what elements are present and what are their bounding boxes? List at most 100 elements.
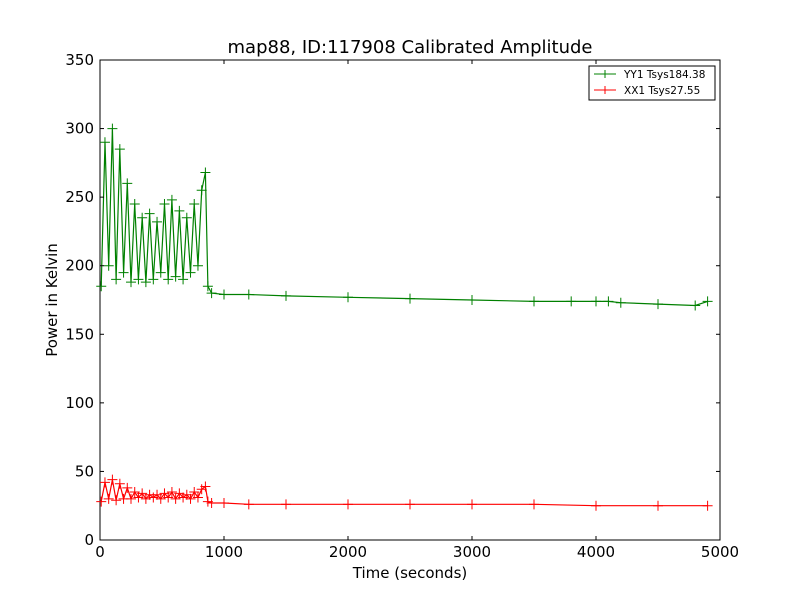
- data-point: [122, 178, 133, 189]
- data-point: [129, 199, 140, 209]
- data-point: [166, 487, 177, 497]
- data-point: [529, 499, 539, 510]
- data-point: [653, 500, 663, 511]
- data-point: [653, 299, 663, 310]
- data-point: [343, 292, 353, 303]
- data-point: [219, 497, 229, 508]
- data-point: [96, 496, 107, 507]
- ticks-layer: 0 1000 2000 3000 4000 5000 0 50 100 150 200 250 300 3…: [65, 51, 739, 561]
- x-axis-label: Time (seconds): [352, 564, 468, 582]
- series-1: [96, 474, 713, 511]
- data-point: [189, 199, 200, 209]
- data-point: [591, 296, 601, 307]
- data-point: [122, 482, 133, 493]
- legend-label: YY1 Tsys184.38: [623, 69, 705, 81]
- y-tick-label: 250: [65, 188, 94, 206]
- x-tick-label: 4000: [577, 543, 615, 561]
- data-point: [126, 277, 136, 288]
- data-point: [219, 289, 229, 300]
- data-point: [107, 123, 118, 134]
- series-layer: [96, 123, 713, 511]
- data-point: [114, 478, 125, 489]
- data-point: [200, 167, 211, 178]
- plot-frame: [99, 59, 721, 541]
- data-point: [185, 267, 196, 278]
- data-point: [111, 495, 122, 506]
- legend-box: [588, 65, 716, 101]
- series-0: [96, 123, 713, 311]
- data-point: [96, 281, 107, 292]
- data-point: [206, 497, 217, 508]
- chart-title: map88, ID:117908 Calibrated Amplitude: [228, 37, 593, 58]
- data-point: [529, 296, 539, 307]
- data-point: [163, 492, 174, 503]
- data-point: [591, 500, 601, 511]
- x-tick-label: 2000: [329, 543, 367, 561]
- data-point: [178, 274, 189, 285]
- data-point: [103, 260, 114, 271]
- x-tick-label: 5000: [701, 543, 739, 561]
- data-point: [170, 271, 181, 282]
- data-point: [155, 493, 166, 504]
- data-point: [144, 208, 155, 219]
- legend-label: XX1 Tsys27.55: [624, 85, 700, 97]
- x-tick-label: 0: [95, 543, 105, 561]
- y-tick-label: 0: [84, 531, 94, 549]
- data-point: [170, 493, 181, 504]
- data-point: [137, 488, 148, 499]
- data-point: [148, 274, 159, 285]
- x-tick-label: 3000: [453, 543, 491, 561]
- data-point: [405, 293, 415, 304]
- x-tick-label: 1000: [205, 543, 243, 561]
- data-point: [196, 185, 207, 196]
- data-point: [690, 300, 701, 311]
- data-point: [243, 289, 254, 300]
- data-point: [181, 212, 192, 223]
- data-point: [152, 216, 163, 227]
- data-point: [166, 194, 177, 205]
- data-point: [103, 493, 114, 504]
- data-point: [702, 500, 713, 511]
- data-point: [702, 296, 713, 307]
- data-point: [189, 487, 200, 497]
- y-axis-label: Power in Kelvin: [43, 243, 61, 357]
- data-point: [206, 288, 217, 299]
- data-point: [615, 297, 626, 308]
- data-point: [114, 144, 125, 155]
- data-point: [467, 499, 477, 510]
- y-tick-label: 100: [65, 394, 94, 412]
- y-tick-label: 300: [65, 120, 94, 138]
- legend-marker: [601, 70, 609, 78]
- data-point: [200, 481, 211, 492]
- data-point: [129, 487, 140, 497]
- data-point: [111, 274, 122, 285]
- data-point: [467, 295, 477, 305]
- data-point: [140, 277, 151, 288]
- data-point: [202, 281, 213, 292]
- legend: YY1 Tsys184.38 XX1 Tsys27.55: [588, 65, 716, 101]
- data-point: [243, 499, 254, 510]
- data-point: [107, 474, 118, 485]
- data-point: [137, 212, 148, 223]
- data-point: [163, 274, 174, 285]
- data-point: [405, 499, 415, 510]
- data-point: [343, 499, 353, 510]
- data-point: [99, 477, 110, 488]
- data-point: [192, 260, 203, 271]
- data-point: [281, 499, 291, 510]
- data-point: [281, 290, 291, 301]
- data-point: [603, 296, 614, 307]
- y-tick-label: 150: [65, 325, 94, 343]
- y-tick-label: 350: [65, 51, 94, 69]
- data-point: [126, 493, 136, 504]
- data-point: [99, 137, 110, 148]
- y-tick-label: 50: [75, 462, 94, 480]
- data-point: [118, 267, 129, 278]
- y-tick-label: 200: [65, 257, 94, 275]
- data-point: [192, 492, 203, 503]
- data-point: [159, 199, 170, 209]
- data-point: [185, 493, 196, 504]
- data-point: [566, 296, 577, 307]
